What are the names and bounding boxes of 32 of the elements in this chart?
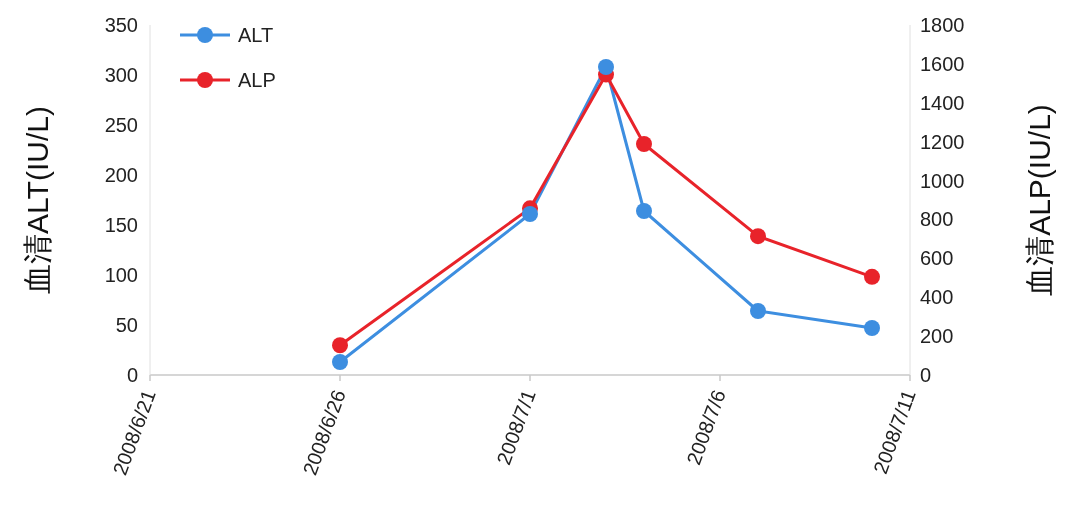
y2-tick-label: 1600 bbox=[920, 52, 965, 75]
point bbox=[522, 206, 538, 222]
legend-label: ALP bbox=[238, 69, 276, 91]
y2-tick-label: 1000 bbox=[920, 169, 965, 192]
point bbox=[750, 303, 766, 319]
y-tick-label: 350 bbox=[104, 14, 138, 36]
y-tick-label: 50 bbox=[115, 314, 138, 336]
y2-tick-label: 600 bbox=[920, 247, 954, 270]
y2-tick-label: 1200 bbox=[920, 130, 965, 153]
y-tick-label: 0 bbox=[126, 364, 138, 386]
y2-tick-label: 1400 bbox=[920, 91, 965, 114]
y2-tick-label: 1800 bbox=[920, 14, 965, 36]
point bbox=[864, 320, 880, 336]
point bbox=[750, 228, 766, 245]
y2-tick-label: 0 bbox=[920, 364, 932, 386]
y2-axis-title: 血清ALP(IU/L) bbox=[1023, 104, 1056, 296]
y-tick-label: 200 bbox=[104, 164, 138, 186]
y-axis-title: 血清ALT(IU/L) bbox=[21, 106, 54, 294]
point bbox=[636, 136, 652, 152]
y-tick-label: 100 bbox=[104, 264, 138, 286]
point bbox=[332, 354, 348, 370]
y2-tick-label: 200 bbox=[920, 325, 954, 348]
y2-tick-label: 800 bbox=[920, 208, 954, 231]
point bbox=[598, 59, 614, 75]
y-tick-label: 250 bbox=[104, 114, 138, 136]
y-tick-label: 150 bbox=[104, 214, 138, 236]
y2-tick-label: 400 bbox=[920, 286, 954, 309]
point bbox=[332, 337, 348, 354]
y-tick-label: 300 bbox=[104, 64, 138, 86]
legend-label: ALT bbox=[238, 24, 274, 46]
point bbox=[636, 203, 652, 219]
point bbox=[864, 268, 880, 285]
